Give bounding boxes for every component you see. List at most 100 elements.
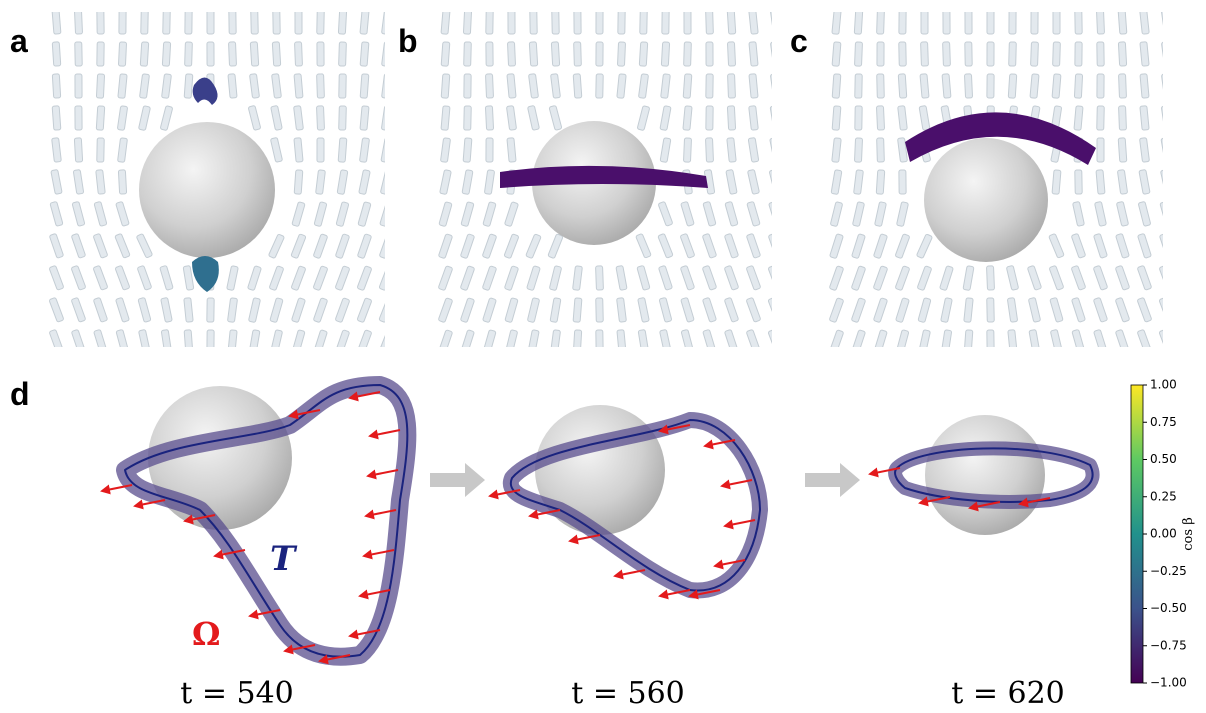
rod (832, 42, 841, 66)
rod (1074, 74, 1082, 98)
rod (683, 74, 692, 98)
rod (1118, 10, 1127, 34)
rod (660, 138, 671, 163)
rod (249, 74, 259, 99)
colloid (924, 138, 1048, 262)
rod (617, 298, 627, 323)
rod (1052, 74, 1061, 98)
defect-loop (192, 256, 219, 292)
rod (184, 74, 193, 98)
rod (317, 42, 324, 66)
rod (852, 202, 864, 227)
rod (357, 298, 372, 323)
rod (506, 106, 516, 131)
rod (483, 330, 496, 355)
rod (294, 138, 303, 163)
rod (831, 170, 842, 195)
rod (921, 42, 929, 66)
rod (272, 74, 282, 99)
rod (295, 42, 303, 66)
rod (75, 74, 82, 98)
rod (505, 330, 517, 355)
rod (1031, 10, 1038, 34)
rod (97, 42, 104, 66)
rod (486, 42, 493, 66)
rod (770, 10, 780, 35)
colorbar-tick-label: 1.00 (1150, 378, 1177, 392)
rod (94, 329, 108, 354)
rod (617, 74, 626, 99)
rod (94, 201, 107, 226)
rod (483, 202, 496, 227)
rod (680, 265, 694, 290)
rod (1139, 169, 1150, 194)
colorbar-tick-label: −0.25 (1150, 564, 1187, 578)
sequence-arrow (805, 463, 860, 497)
rod (136, 233, 153, 258)
rod (441, 106, 450, 131)
rod (877, 10, 885, 34)
rod (1027, 265, 1041, 290)
rod (227, 266, 239, 291)
rod (1161, 137, 1172, 162)
colorbar-tick-label: 0.50 (1150, 452, 1177, 466)
rod (52, 138, 62, 163)
rod (1117, 170, 1127, 195)
rod (875, 202, 887, 227)
rod (1096, 10, 1104, 34)
rod (294, 170, 303, 194)
rod (749, 106, 759, 131)
rod (138, 106, 150, 131)
rotation-label: Ω (192, 615, 220, 653)
rod (551, 74, 561, 99)
rod (1075, 10, 1082, 34)
rod (876, 170, 885, 194)
colorbar-tick-label: 0.75 (1150, 415, 1177, 429)
rod (52, 10, 61, 34)
rod (965, 10, 972, 34)
rod (337, 170, 348, 195)
rod (660, 106, 671, 131)
rod (528, 330, 539, 355)
rod (338, 138, 347, 162)
rod (229, 42, 237, 66)
rod (185, 10, 192, 34)
rod (940, 266, 954, 291)
panel-label: b (398, 23, 418, 59)
rod (438, 234, 452, 259)
rod (360, 42, 369, 66)
rod (382, 74, 392, 99)
rod (941, 330, 952, 355)
rod (1140, 74, 1149, 99)
rod (379, 330, 394, 355)
rod (357, 266, 372, 291)
rod (662, 10, 669, 34)
rod (987, 74, 994, 98)
rod (920, 74, 929, 99)
rod (1161, 106, 1171, 131)
rod (1093, 233, 1107, 258)
rod (1071, 265, 1086, 290)
rod (640, 10, 648, 34)
rod (1093, 265, 1108, 290)
rod (573, 74, 582, 98)
rod (93, 265, 108, 290)
rod (683, 138, 691, 162)
rod (1159, 265, 1174, 290)
rod (727, 10, 736, 34)
rod (706, 10, 714, 34)
rod (1071, 233, 1086, 258)
rod (617, 330, 626, 355)
rod (52, 106, 61, 130)
rod (249, 330, 260, 355)
rod (184, 330, 193, 354)
rod (1009, 42, 1017, 66)
rod (527, 105, 539, 130)
rod (71, 233, 85, 258)
rod (1006, 265, 1018, 290)
rod (724, 265, 739, 290)
rod (71, 265, 86, 290)
rod (768, 297, 783, 322)
rod (941, 298, 953, 323)
rod (851, 266, 866, 291)
